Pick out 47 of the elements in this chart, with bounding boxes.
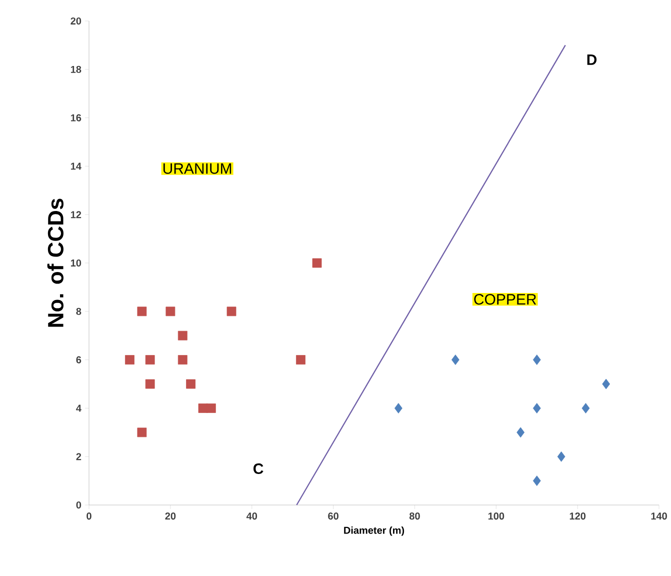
- y-tick-label: 8: [76, 308, 82, 315]
- x-tick-label: 100: [488, 512, 504, 520]
- y-tick-label: 10: [70, 259, 82, 267]
- point: [532, 476, 541, 486]
- y-tick-label: 14: [70, 162, 82, 170]
- x-tick-label: 140: [651, 512, 667, 520]
- x-tick-label: 40: [246, 512, 258, 520]
- point: [312, 258, 322, 268]
- point: [137, 428, 147, 438]
- annotation: D: [587, 54, 597, 65]
- point: [532, 354, 541, 365]
- y-tick-label: 0: [76, 501, 82, 509]
- y-tick-label: 12: [70, 211, 82, 218]
- y-tick-label: 20: [70, 17, 82, 25]
- y-tick-label: 2: [76, 453, 82, 460]
- y-tick-label: 6: [76, 356, 82, 364]
- point: [186, 379, 196, 389]
- point: [125, 355, 134, 364]
- point: [145, 355, 155, 364]
- annotation: COPPER: [474, 294, 536, 305]
- y-axis-title: No. of CCDs: [47, 198, 64, 327]
- point: [532, 403, 541, 414]
- x-axis-title: Diameter (m): [344, 526, 404, 536]
- point: [145, 379, 155, 389]
- y-tick-label: 4: [76, 404, 82, 412]
- point: [178, 330, 188, 340]
- x-tick-label: 60: [328, 512, 338, 520]
- x-tick-label: 0: [86, 512, 92, 520]
- point: [557, 451, 566, 462]
- x-tick-label: 20: [165, 512, 176, 520]
- point: [394, 403, 402, 414]
- point: [226, 306, 236, 316]
- point: [166, 306, 176, 316]
- point: [582, 403, 590, 414]
- annotation: C: [253, 463, 264, 474]
- y-tick-label: 18: [70, 66, 82, 73]
- point: [206, 404, 216, 413]
- point: [451, 354, 460, 365]
- point: [602, 378, 610, 390]
- point: [137, 306, 147, 316]
- point: [296, 355, 306, 364]
- annotation: URANIUM: [163, 163, 232, 174]
- y-tick-label: 16: [70, 114, 82, 122]
- point: [516, 427, 525, 438]
- point: [178, 355, 188, 364]
- x-tick-label: 80: [409, 512, 420, 520]
- x-tick-label: 120: [570, 512, 586, 520]
